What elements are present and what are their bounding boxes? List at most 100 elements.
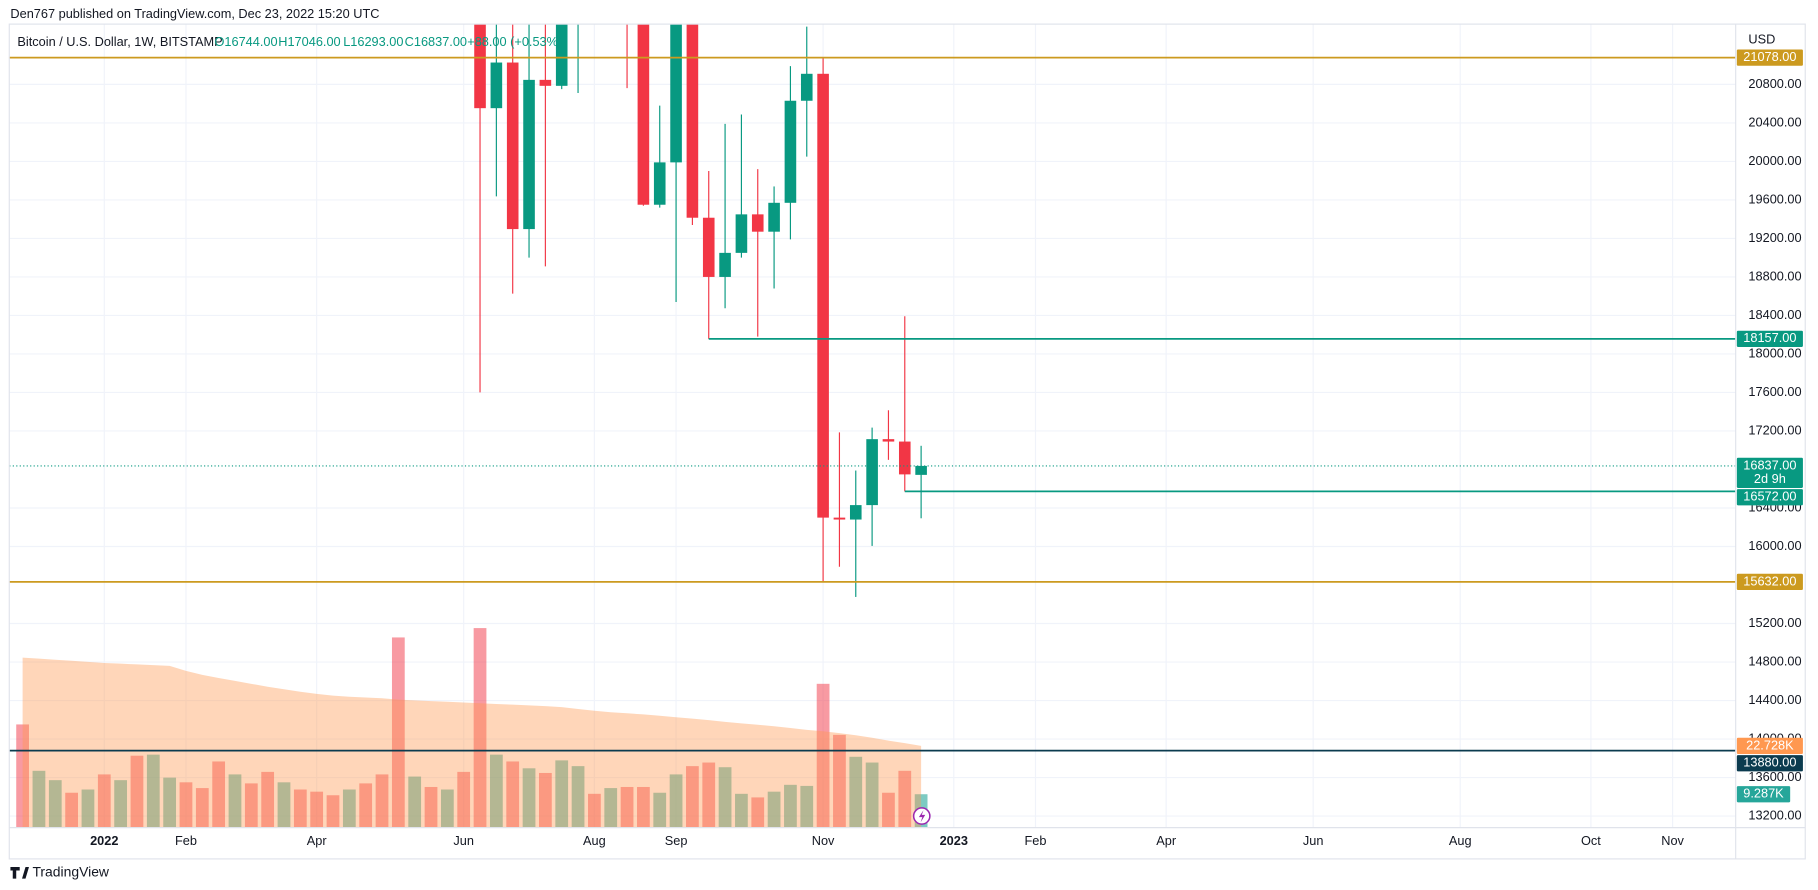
volume-bar [114,780,128,828]
price-label: 18157.00 [1743,330,1796,345]
x-tick-label: Jun [453,833,474,848]
y-tick-label: 19600.00 [1748,191,1801,206]
y-tick-label: 14400.00 [1748,692,1801,707]
candle-body [702,217,715,277]
y-tick-label: 20800.00 [1748,76,1801,91]
y-tick-label: 18000.00 [1748,345,1801,360]
price-label: 16572.00 [1743,489,1796,504]
volume-bar [571,766,585,828]
volume-bar [604,788,618,828]
volume-bar [538,772,552,828]
price-label-box [1736,330,1803,347]
y-tick-label: 18400.00 [1748,307,1801,322]
volume-bar [359,783,373,828]
y-tick-label: 18800.00 [1748,268,1801,283]
candle-body [637,24,650,205]
price-label-box [1736,573,1803,591]
volume-bar [800,785,814,828]
price-label-box [1736,755,1803,772]
volume-ma-area [22,657,922,828]
alert-icon[interactable] [912,807,931,825]
y-tick-label: 20400.00 [1748,114,1801,129]
volume-bar [882,792,895,828]
volume-bar [522,768,536,828]
volume-bar [457,771,471,828]
volume-bar [702,762,716,828]
y-tick-label: 17600.00 [1748,384,1801,399]
legend: Bitcoin / U.S. Dollar, 1W, BITSTAMP O167… [17,34,562,49]
volume-bar [326,795,340,828]
price-label-box [1736,457,1803,488]
price-label-box [1736,489,1803,506]
frame [8,23,1806,860]
volume-bar [48,780,62,828]
volume-bar [81,789,95,828]
volume-bar [865,762,879,828]
candle-body [882,439,895,442]
y-tick-label: 16000.00 [1748,538,1801,553]
volume-bar [65,792,78,828]
volume-bar [244,783,258,828]
volume-bar [506,761,520,828]
volume-bar [751,797,765,828]
price-label-box [1736,49,1803,66]
candle-body [539,79,552,86]
price-label: 13880.00 [1743,755,1796,770]
ohlc-high: H17046.00 [278,34,340,49]
volume-bar [212,761,226,828]
x-tick-label: 2023 [940,833,968,848]
x-tick-label: 2022 [90,833,118,848]
y-tick-label: 15200.00 [1748,615,1801,630]
volume-bar [391,637,405,828]
ohlc-close: C16837.00 [405,34,467,49]
y-tick-label: 19200.00 [1748,230,1801,245]
candle-body [653,162,666,205]
candle-body [768,202,780,232]
candle-body [555,24,568,86]
volume-bar [653,792,667,828]
x-tick-label: Jun [1303,833,1324,848]
candles [474,24,927,597]
x-tick-label: Sep [665,833,688,848]
volume-bar [637,786,650,828]
volume-bar [130,755,144,828]
candle-body [915,465,927,475]
ohlc-low: L16293.00 [343,34,403,49]
price-label: 22.728K [1746,737,1794,752]
volume-bar [473,628,487,828]
candle-body [523,79,535,230]
candle-body [719,252,731,277]
candle-body [506,62,519,230]
candle-body [849,505,862,520]
price-label-box [1736,737,1803,755]
candle-body [735,214,748,253]
x-tick-label: Oct [1581,833,1601,848]
volume-bar [277,782,291,828]
volume-bar [784,784,797,828]
x-tick-label: Apr [1156,833,1177,848]
levels [9,56,1736,752]
volume-bar [816,683,830,828]
candle-body [474,24,486,109]
candle-body [817,73,829,518]
axes: 20800.00 20400.00 20000.00 19600.00 19200.00… [90,49,1803,848]
volume-bar [163,777,177,828]
x-tick-label: Feb [1024,833,1046,848]
volume-bar [195,788,209,828]
volume-bar [588,793,601,828]
volume-pane [16,628,928,828]
volume-bar [375,774,389,828]
volume-bar [849,756,863,828]
volume-bar [555,760,569,828]
volume-bar [179,782,193,828]
price-label: 2d 9h [1754,471,1786,486]
change: +88.00 (+0.53%) [467,34,562,49]
volume-bar [293,789,307,828]
candle-body [784,100,797,203]
candle-body [898,441,911,475]
volume-bar [261,771,275,828]
volume-bar [735,793,748,828]
candle-body [833,517,846,520]
x-tick-label: Aug [583,833,606,848]
